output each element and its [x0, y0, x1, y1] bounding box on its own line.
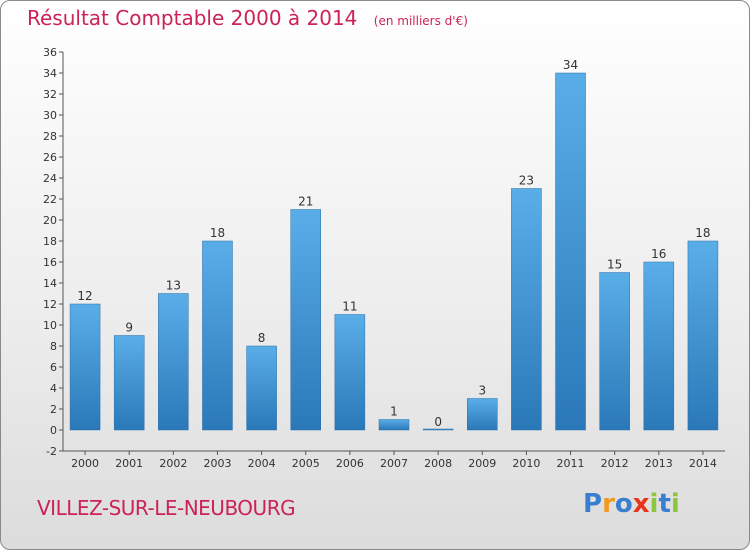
- data-label-2007: 1: [390, 405, 398, 419]
- bar-2001: [113, 335, 145, 431]
- y-tick-label: 4: [50, 382, 57, 395]
- proxiti-logo: Proxiti: [583, 489, 680, 519]
- x-tick-label: 2014: [689, 457, 717, 470]
- x-tick-label: 2003: [203, 457, 231, 470]
- y-tick-label: 32: [43, 88, 57, 101]
- y-tick-label: 2: [50, 403, 57, 416]
- data-label-2010: 23: [519, 174, 534, 188]
- y-tick-label: 36: [43, 46, 57, 59]
- bar-2000: [69, 303, 101, 431]
- data-label-2006: 11: [342, 300, 357, 314]
- y-tick-label: 30: [43, 109, 57, 122]
- logo-letter: x: [632, 489, 650, 519]
- data-label-2013: 16: [651, 247, 666, 261]
- bar-2014: [687, 240, 719, 431]
- y-tick-label: 26: [43, 151, 57, 164]
- y-tick-label: 14: [43, 277, 57, 290]
- x-tick-label: 2013: [645, 457, 673, 470]
- y-tick-label: 0: [50, 424, 57, 437]
- data-label-2012: 15: [607, 258, 622, 272]
- y-tick-label: -2: [46, 445, 57, 458]
- bar-2008: [422, 428, 454, 431]
- bar-2002: [158, 293, 189, 431]
- logo-letter: o: [614, 489, 633, 519]
- y-tick-label: 20: [43, 214, 57, 227]
- bar-2005: [290, 209, 321, 431]
- x-tick-label: 2009: [468, 457, 496, 470]
- x-tick-label: 2012: [601, 457, 629, 470]
- bar-2003: [202, 240, 233, 431]
- data-label-2009: 3: [478, 384, 486, 398]
- x-tick-label: 2008: [424, 457, 452, 470]
- y-tick-label: 10: [43, 319, 57, 332]
- y-tick-label: 12: [43, 298, 57, 311]
- chart-title-text: Résultat Comptable 2000 à 2014: [27, 6, 358, 30]
- town-name: VILLEZ-SUR-LE-NEUBOURG: [37, 496, 296, 520]
- data-label-2002: 13: [166, 279, 181, 293]
- bar-2011: [555, 72, 586, 431]
- x-tick-label: 2006: [336, 457, 364, 470]
- x-tick-label: 2004: [248, 457, 276, 470]
- data-label-2011: 34: [563, 58, 578, 72]
- logo-letter: i: [670, 489, 680, 519]
- data-label-2003: 18: [210, 226, 225, 240]
- bar-2010: [511, 188, 542, 431]
- y-tick-label: 34: [43, 67, 57, 80]
- bar-2009: [467, 398, 498, 431]
- y-tick-label: 18: [43, 235, 57, 248]
- data-label-2005: 21: [298, 195, 313, 209]
- bar-2007: [378, 419, 410, 431]
- y-tick-label: 24: [43, 172, 57, 185]
- bar-2013: [643, 261, 675, 431]
- data-label-2004: 8: [258, 331, 266, 345]
- data-label-2014: 18: [695, 226, 710, 240]
- bar-2012: [599, 272, 630, 431]
- logo-letter: i: [649, 489, 659, 519]
- chart-title: Résultat Comptable 2000 à 2014 (en milli…: [27, 6, 468, 30]
- x-tick-label: 2001: [115, 457, 143, 470]
- logo-letter: t: [658, 489, 671, 519]
- logo-letter: P: [583, 489, 603, 519]
- bar-2006: [334, 314, 366, 431]
- logo-letter: r: [602, 489, 615, 519]
- x-tick-label: 2002: [159, 457, 187, 470]
- data-label-2000: 12: [77, 289, 92, 303]
- x-tick-label: 2005: [292, 457, 320, 470]
- y-tick-label: 22: [43, 193, 57, 206]
- data-label-2008: 0: [434, 415, 442, 429]
- x-tick-label: 2011: [557, 457, 585, 470]
- y-tick-label: 16: [43, 256, 57, 269]
- x-tick-label: 2000: [71, 457, 99, 470]
- x-tick-label: 2007: [380, 457, 408, 470]
- y-tick-label: 28: [43, 130, 57, 143]
- y-tick-label: 6: [50, 361, 57, 374]
- y-tick-label: 8: [50, 340, 57, 353]
- chart-unit: (en milliers d'€): [373, 14, 468, 28]
- data-label-2001: 9: [125, 321, 133, 335]
- bar-2004: [246, 345, 277, 431]
- x-tick-label: 2010: [512, 457, 540, 470]
